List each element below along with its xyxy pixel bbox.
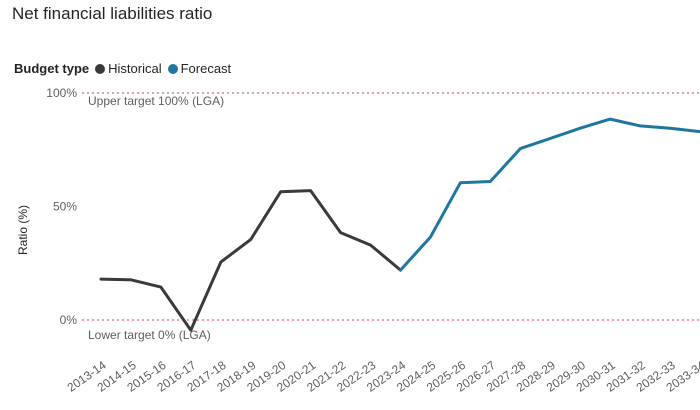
legend-item-forecast[interactable]: Forecast (167, 61, 232, 76)
series-line-forecast[interactable] (399, 117, 700, 272)
legend: Budget type Historical Forecast (14, 61, 237, 76)
y-tick-label: 0% (60, 313, 78, 327)
legend-marker-forecast (167, 63, 178, 74)
reference-line-label-0: Upper target 100% (LGA) (88, 94, 224, 108)
y-tick-label: 50% (53, 200, 77, 214)
series-line-historical[interactable] (99, 189, 402, 332)
legend-label-historical: Historical (108, 61, 162, 76)
y-axis-ticks: 0% 50% 100% (46, 86, 77, 327)
x-axis-ticks: 2013-142014-152015-162016-172017-182018-… (65, 358, 700, 395)
y-axis-title: Ratio (%) (16, 205, 30, 255)
legend-item-historical[interactable]: Historical (95, 61, 162, 76)
legend-label-forecast: Forecast (180, 61, 232, 76)
chart-title: Net financial liabilities ratio (12, 4, 213, 23)
series-lines (99, 117, 700, 332)
reference-lines: Upper target 100% (LGA) Lower target 0% (… (82, 92, 700, 342)
reference-line-label-1: Lower target 0% (LGA) (88, 328, 211, 342)
y-tick-label: 100% (46, 86, 77, 100)
legend-marker-historical (95, 63, 106, 74)
legend-title: Budget type (14, 61, 90, 76)
